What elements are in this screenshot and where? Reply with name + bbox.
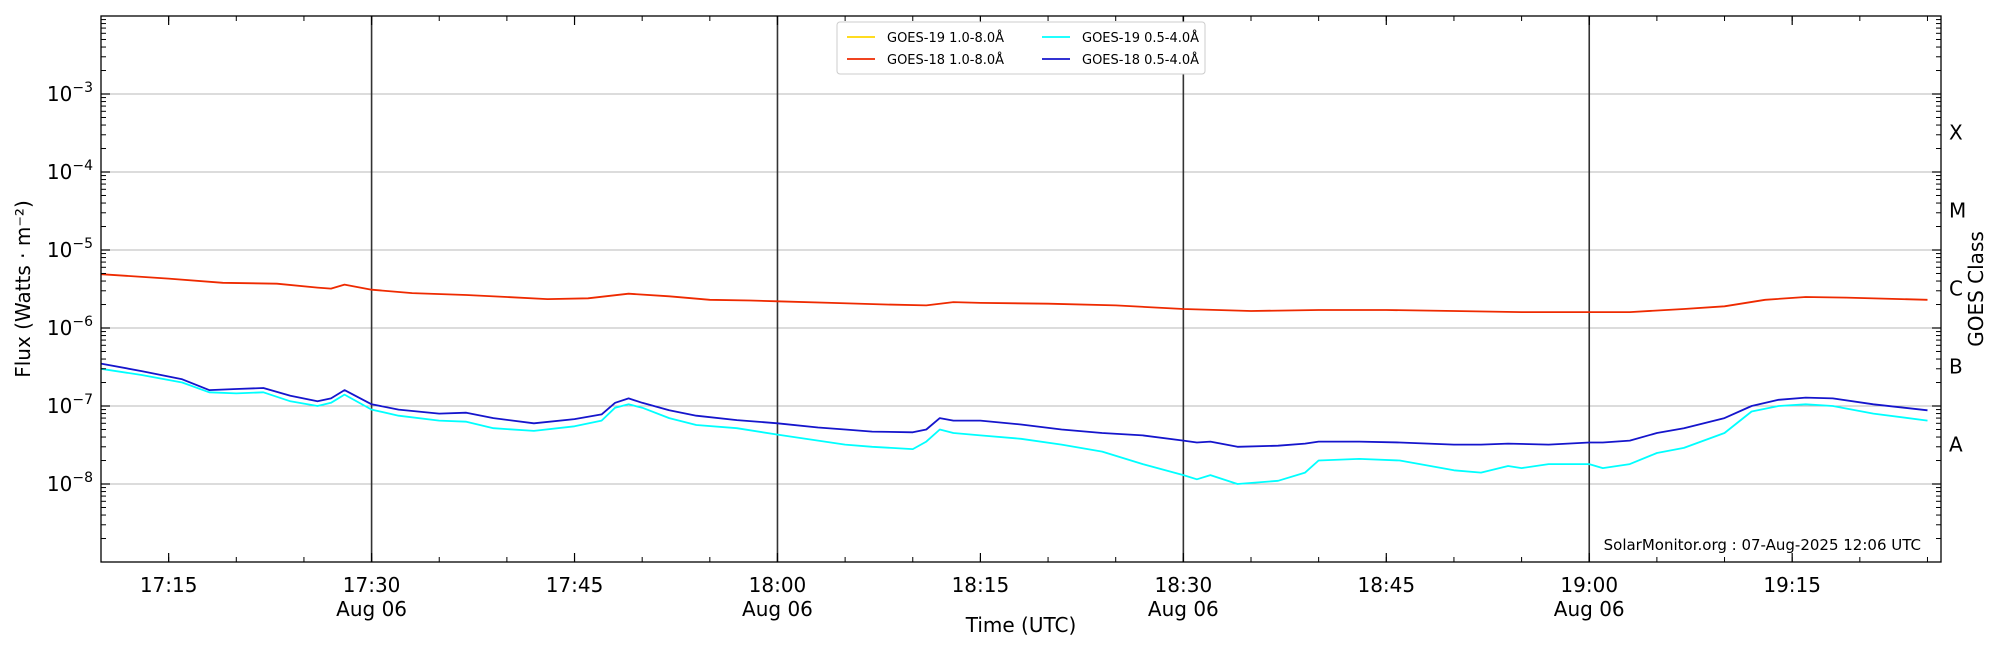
x-tick-label: 17:45 xyxy=(546,573,604,597)
y-tick-label: 10−8 xyxy=(47,470,93,496)
y-tick-label: 10−4 xyxy=(47,158,93,184)
legend-box xyxy=(836,21,1206,75)
y-tick-label: 10−5 xyxy=(47,236,93,262)
y-tick-label: 10−3 xyxy=(47,80,93,106)
x-tick-label: 19:15 xyxy=(1763,573,1821,597)
day-boundary-lines xyxy=(370,16,1591,562)
x-tick-label: 18:45 xyxy=(1357,573,1415,597)
y-tick-label: 10−6 xyxy=(47,314,93,340)
x-tick-label: 18:15 xyxy=(952,573,1010,597)
credit-text: SolarMonitor.org : 07-Aug-2025 12:06 UTC xyxy=(1604,536,1921,554)
legend-label: GOES-18 0.5-4.0Å xyxy=(1082,52,1199,68)
goes-class-label: X xyxy=(1949,121,1963,145)
goes-class-labels: A B C M X xyxy=(1949,121,1966,457)
x-tick-date-label: Aug 06 xyxy=(742,597,813,621)
y-axis-title: Flux (Watts · m⁻²) xyxy=(11,200,35,378)
legend-label: GOES-19 1.0-8.0Å xyxy=(887,30,1004,46)
series-line xyxy=(100,273,1928,313)
goes-class-label: M xyxy=(1949,199,1966,223)
plot-frame xyxy=(100,15,1942,563)
series-line xyxy=(100,362,1928,448)
legend-label: GOES-19 0.5-4.0Å xyxy=(1082,30,1199,46)
goes-class-label: C xyxy=(1949,277,1963,301)
x-tick-label: 19:00 xyxy=(1560,573,1618,597)
legend: GOES-19 1.0-8.0Å GOES-18 1.0-8.0Å GOES-19 … xyxy=(836,21,1206,75)
y-axis-ticks: 10−8 10−7 10−6 10−5 10−4 10−3 xyxy=(47,19,1941,540)
series-lines xyxy=(100,273,1928,485)
x-tick-label: 18:00 xyxy=(749,573,807,597)
x-tick-date-label: Aug 06 xyxy=(1148,597,1219,621)
x-tick-label: 17:15 xyxy=(140,573,198,597)
x-tick-label: 18:30 xyxy=(1155,573,1213,597)
goes-class-axis-title: GOES Class xyxy=(1964,231,1988,347)
x-axis-title: Time (UTC) xyxy=(965,613,1077,637)
gridlines xyxy=(101,93,1941,485)
x-tick-date-label: Aug 06 xyxy=(1554,597,1625,621)
y-tick-label: 10−7 xyxy=(47,392,93,418)
x-tick-label: 17:30 xyxy=(343,573,401,597)
goes-class-label: A xyxy=(1949,433,1963,457)
series-line xyxy=(100,367,1928,485)
goes-class-label: B xyxy=(1949,355,1963,379)
x-tick-date-label: Aug 06 xyxy=(336,597,407,621)
legend-label: GOES-18 1.0-8.0Å xyxy=(887,52,1004,68)
